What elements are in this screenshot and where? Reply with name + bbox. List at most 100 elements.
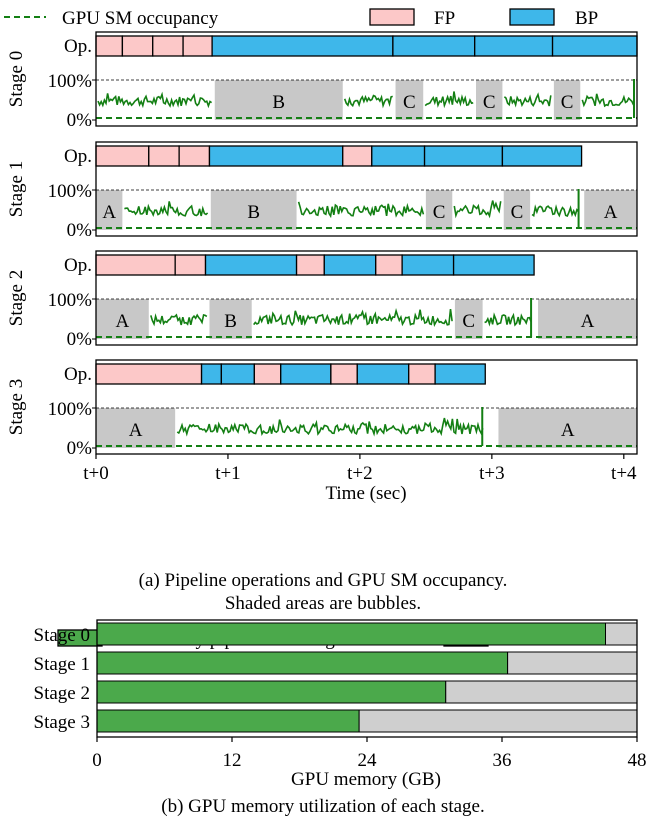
bubble-region bbox=[96, 299, 149, 339]
bubble-label: B bbox=[224, 311, 237, 332]
occupancy-trace bbox=[343, 94, 393, 109]
fp-op-box bbox=[178, 145, 211, 167]
bubble-region bbox=[553, 80, 581, 120]
op-row-label: Op. bbox=[64, 146, 92, 167]
legend-bp-swatch bbox=[509, 8, 555, 26]
fp-op-box bbox=[148, 145, 180, 167]
unutilized-bar bbox=[358, 709, 638, 733]
occupancy-tick-label: 0% bbox=[67, 438, 93, 459]
bubble-region bbox=[209, 299, 252, 339]
bp-op-box bbox=[208, 145, 344, 167]
legend-occupancy-label: GPU SM occupancy bbox=[62, 8, 219, 29]
fp-op-box bbox=[408, 363, 436, 385]
op-row-label: Op. bbox=[64, 36, 92, 57]
stage-label: Stage 0 bbox=[6, 51, 27, 107]
unutilized-bar bbox=[605, 622, 638, 646]
occupancy-trace bbox=[531, 204, 580, 218]
occupancy-trace bbox=[503, 92, 552, 108]
bubble-region bbox=[210, 190, 297, 230]
bp-op-box bbox=[452, 254, 535, 276]
utilized-bar bbox=[96, 709, 360, 733]
unutilized-bar bbox=[445, 680, 638, 704]
category-label: Stage 3 bbox=[34, 712, 90, 733]
op-row-label: Op. bbox=[64, 364, 92, 385]
occupancy-tick-label: 0% bbox=[67, 329, 93, 350]
fp-op-box bbox=[95, 363, 203, 385]
bubble-region bbox=[96, 190, 123, 230]
unutilized-bar bbox=[507, 651, 638, 675]
bubble-label: A bbox=[581, 311, 595, 332]
occupancy-tick-label: 100% bbox=[48, 399, 93, 420]
bp-op-box bbox=[551, 35, 638, 57]
caption-b: (b) GPU memory utilization of each stage… bbox=[161, 796, 485, 817]
fp-op-box bbox=[95, 254, 176, 276]
fp-op-box bbox=[182, 35, 213, 57]
occupancy-tick-label: 100% bbox=[48, 290, 93, 311]
bubble-region bbox=[425, 190, 453, 230]
occupancy-trace bbox=[150, 313, 208, 327]
x-tick-label: t+1 bbox=[215, 463, 241, 484]
bp-op-box bbox=[501, 145, 583, 167]
stage-label: Stage 1 bbox=[6, 161, 27, 217]
bubble-label: A bbox=[116, 311, 130, 332]
fp-op-box bbox=[121, 35, 154, 57]
category-label: Stage 1 bbox=[34, 654, 90, 675]
bubble-region bbox=[395, 80, 424, 120]
x-axis-label: Time (sec) bbox=[325, 483, 406, 504]
bp-op-box bbox=[371, 145, 426, 167]
bp-op-box bbox=[474, 35, 554, 57]
bubble-label: B bbox=[272, 92, 285, 113]
bp-op-box bbox=[323, 254, 377, 276]
bubble-label: C bbox=[462, 311, 475, 332]
legend-bp-label: BP bbox=[575, 8, 598, 29]
bp-op-box bbox=[204, 254, 298, 276]
bp-op-box bbox=[401, 254, 455, 276]
caption-a-line2: Shaded areas are bubbles. bbox=[224, 593, 422, 614]
bubble-label: B bbox=[247, 202, 260, 223]
occupancy-trace bbox=[453, 200, 502, 219]
bp-op-box bbox=[211, 35, 394, 57]
occupancy-tick-label: 0% bbox=[67, 110, 93, 131]
occupancy-tick-label: 100% bbox=[48, 181, 93, 202]
occupancy-trace bbox=[424, 91, 474, 109]
op-row-label: Op. bbox=[64, 255, 92, 276]
occupancy-trace bbox=[97, 91, 213, 109]
timeline-chart: GPU SM occupancy FP BP B C C C Op. 100% 0% Stage 0… bbox=[4, 8, 638, 504]
bubble-region bbox=[498, 408, 637, 448]
utilized-bar bbox=[96, 651, 509, 675]
occupancy-tick-label: 0% bbox=[67, 220, 93, 241]
x-tick-label: t+0 bbox=[83, 463, 109, 484]
bubble-label: C bbox=[433, 202, 446, 223]
legend-fp-swatch bbox=[369, 8, 415, 26]
bubble-region bbox=[538, 299, 637, 339]
bp-op-box bbox=[200, 363, 223, 385]
occupancy-trace bbox=[297, 201, 425, 219]
bubble-region bbox=[503, 190, 531, 230]
stage-panel: A B C C A Op. 100% 0% Stage 1 bbox=[6, 141, 638, 241]
occupancy-trace bbox=[124, 201, 209, 218]
bp-op-box bbox=[392, 35, 476, 57]
x-tick-label: t+2 bbox=[347, 463, 373, 484]
x-tick-label: t+3 bbox=[479, 463, 505, 484]
bubble-region bbox=[96, 408, 176, 448]
stage-panel-frame bbox=[95, 31, 638, 127]
category-label: Stage 0 bbox=[34, 625, 90, 646]
x-tick-label: 24 bbox=[358, 750, 378, 771]
bp-op-box bbox=[220, 363, 255, 385]
x-axis-label: GPU memory (GB) bbox=[291, 769, 441, 790]
bubble-region bbox=[584, 190, 637, 230]
occupancy-trace bbox=[484, 312, 532, 327]
x-tick-label: 12 bbox=[223, 750, 242, 771]
bubble-region bbox=[476, 80, 503, 120]
bubble-label: A bbox=[604, 202, 618, 223]
bubble-label: A bbox=[129, 420, 143, 441]
bubble-label: A bbox=[561, 420, 575, 441]
stage-panel: A A Op. 100% 0% Stage 3 bbox=[6, 359, 638, 459]
fp-op-box bbox=[375, 254, 403, 276]
bp-op-box bbox=[356, 363, 410, 385]
x-tick-label: t+4 bbox=[611, 463, 637, 484]
bp-op-box bbox=[280, 363, 332, 385]
fp-op-box bbox=[174, 254, 207, 276]
stage-panel: B C C C Op. 100% 0% Stage 0 bbox=[6, 31, 638, 131]
